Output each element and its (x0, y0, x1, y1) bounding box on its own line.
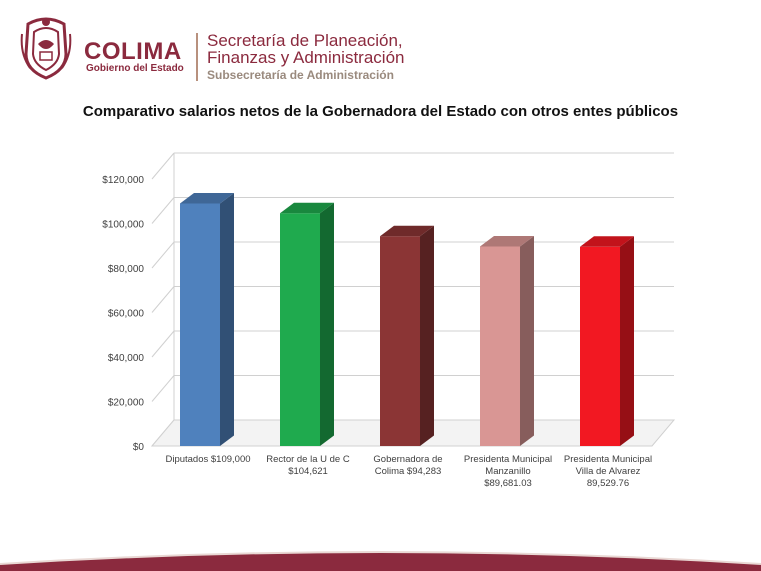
gridline-side (151, 330, 175, 358)
bar-top (580, 236, 634, 247)
y-tick-label: $40,000 (108, 353, 145, 364)
y-tick-label: $0 (133, 442, 145, 453)
chart-title: Comparativo salarios netos de la Goberna… (82, 103, 679, 120)
bar-side (220, 192, 234, 446)
secretaria-line1: Secretaría de Planeación, (207, 31, 403, 50)
category-label: Villa de Alvarez (576, 466, 641, 477)
y-tick-label: $60,000 (108, 309, 145, 320)
bar-side (520, 235, 534, 446)
category-label: Manzanillo (485, 466, 530, 477)
category-label: Gobernadora de (373, 454, 442, 465)
y-tick-label: $80,000 (108, 264, 145, 275)
category-label: $104,621 (288, 466, 328, 477)
bar (180, 203, 220, 446)
bar (480, 246, 520, 446)
state-seal-icon (20, 17, 72, 80)
bar (380, 236, 420, 446)
brand-name: COLIMA (84, 38, 182, 65)
bar-side (420, 225, 434, 446)
secretaria-line2: Finanzas y Administración (207, 48, 405, 67)
header-divider (196, 33, 198, 81)
bar-side (620, 236, 634, 446)
brand-subtitle: Gobierno del Estado (86, 63, 184, 74)
bar-top (180, 192, 234, 204)
gridline-side (151, 286, 175, 313)
bar-top (280, 202, 334, 214)
bar-top (480, 235, 534, 247)
category-label: 89,529.76 (587, 478, 629, 489)
gridline-side (151, 241, 175, 269)
bar (280, 213, 320, 446)
category-label: Colima $94,283 (375, 466, 442, 477)
category-label: Diputados $109,000 (165, 454, 250, 465)
y-tick-label: $100,000 (102, 220, 144, 231)
y-tick-label: $20,000 (108, 398, 145, 409)
category-label: $89,681.03 (484, 478, 532, 489)
gridline-side (151, 152, 175, 180)
footer-band (0, 551, 761, 571)
bar-top (380, 225, 434, 237)
category-label: Presidenta Municipal (564, 454, 652, 465)
header: COLIMA Gobierno del Estado Secretaría de… (0, 0, 761, 92)
gridline-side (151, 375, 175, 402)
subsecretaria: Subsecretaría de Administración (207, 68, 394, 82)
y-tick-label: $120,000 (102, 175, 144, 186)
bar-side (320, 202, 334, 446)
category-label: Presidenta Municipal (464, 454, 552, 465)
category-label: Rector de la U de C (266, 454, 350, 465)
bar (580, 246, 620, 446)
gridline-side (151, 197, 175, 224)
